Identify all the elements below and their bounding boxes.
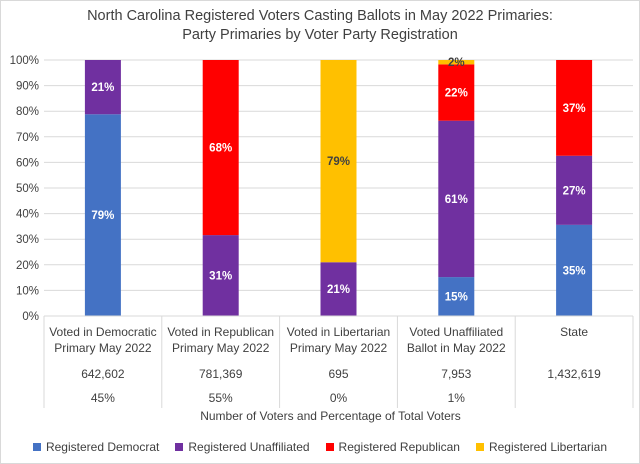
y-tick-label: 50% — [16, 183, 39, 195]
bar-segment-registered-libertarian — [438, 60, 475, 65]
legend-swatch — [475, 443, 484, 451]
bar-segment-registered-democrat — [438, 277, 475, 316]
data-label: 27% — [563, 185, 586, 197]
bar-segment-registered-republican — [202, 60, 239, 236]
chart-title-line-1: North Carolina Registered Voters Casting… — [87, 8, 553, 24]
data-label: 35% — [563, 265, 586, 277]
data-label: 31% — [209, 271, 232, 283]
legend-item: Registered Republican — [325, 440, 460, 454]
data-label: 37% — [563, 103, 586, 115]
category-voter-count: 1,432,619 — [547, 367, 601, 381]
data-label: 79% — [91, 210, 114, 222]
data-label: 22% — [445, 88, 468, 100]
legend-label: Registered Republican — [338, 440, 460, 454]
y-tick-label: 20% — [16, 260, 39, 272]
y-tick-label: 80% — [16, 106, 39, 118]
chart-legend: Registered Democrat Registered Unaffiliat… — [0, 439, 640, 455]
y-tick-label: 60% — [16, 157, 39, 169]
data-label: 61% — [445, 194, 468, 206]
y-tick-label: 10% — [16, 285, 39, 297]
category-label-line-2: Primary May 2022 — [290, 341, 388, 355]
bar-segment-registered-unaffiliated — [438, 120, 475, 278]
data-label: 68% — [209, 143, 232, 155]
bar-segment-registered-republican — [438, 64, 475, 121]
category-voter-count: 642,602 — [81, 367, 125, 381]
y-tick-label: 40% — [16, 209, 39, 221]
y-tick-label: 90% — [16, 81, 39, 93]
bar-segment-registered-unaffiliated — [202, 235, 239, 316]
data-label: 21% — [327, 284, 350, 296]
category-label-line-1: Voted in Republican — [167, 325, 274, 339]
data-label: 2% — [448, 57, 465, 69]
bar-segment-registered-unaffiliated — [84, 60, 121, 115]
data-label: 21% — [91, 82, 114, 94]
category-label-line-1: Voted in Democratic — [49, 325, 156, 339]
category-label-line-2: Ballot in May 2022 — [407, 341, 506, 355]
legend-label: Registered Unaffiliated — [188, 440, 310, 454]
legend-swatch — [325, 443, 334, 451]
category-percent-total: 45% — [91, 391, 115, 405]
category-label-line-1: Voted in Libertarian — [287, 325, 390, 339]
data-label: 79% — [327, 156, 350, 168]
bar-segment-registered-republican — [556, 60, 593, 156]
y-tick-label: 70% — [16, 132, 39, 144]
category-percent-total: 0% — [330, 391, 348, 405]
data-label: 15% — [445, 292, 468, 304]
legend-swatch — [175, 443, 184, 451]
legend-label: Registered Libertarian — [488, 440, 608, 454]
legend-label: Registered Democrat — [45, 440, 160, 454]
bar-segment-registered-libertarian — [320, 60, 357, 263]
category-percent-total: 1% — [448, 391, 466, 405]
category-label-line-1: Voted Unaffiliated — [409, 325, 503, 339]
bar-segment-registered-democrat — [556, 224, 593, 316]
category-percent-total: 55% — [209, 391, 233, 405]
category-label-line-2: Primary May 2022 — [172, 341, 270, 355]
legend-swatch — [32, 443, 41, 451]
bar-segment-registered-unaffiliated — [320, 262, 357, 316]
y-tick-label: 0% — [22, 311, 39, 323]
category-label-line-1: State — [560, 325, 588, 339]
category-voter-count: 7,953 — [441, 367, 471, 381]
chart-title-line-2: Party Primaries by Voter Party Registrat… — [182, 27, 458, 43]
y-tick-label: 30% — [16, 234, 39, 246]
bar-segment-registered-democrat — [84, 114, 121, 316]
category-voter-count: 781,369 — [199, 367, 243, 381]
y-tick-label: 100% — [10, 55, 39, 67]
legend-item: Registered Unaffiliated — [175, 440, 310, 454]
bar-segment-registered-unaffiliated — [556, 155, 593, 225]
category-label-line-2: Primary May 2022 — [54, 341, 152, 355]
category-voter-count: 695 — [328, 367, 348, 381]
legend-item: Registered Libertarian — [475, 440, 608, 454]
legend-item: Registered Democrat — [32, 440, 160, 454]
x-axis-title: Number of Voters and Percentage of Total… — [200, 409, 461, 423]
